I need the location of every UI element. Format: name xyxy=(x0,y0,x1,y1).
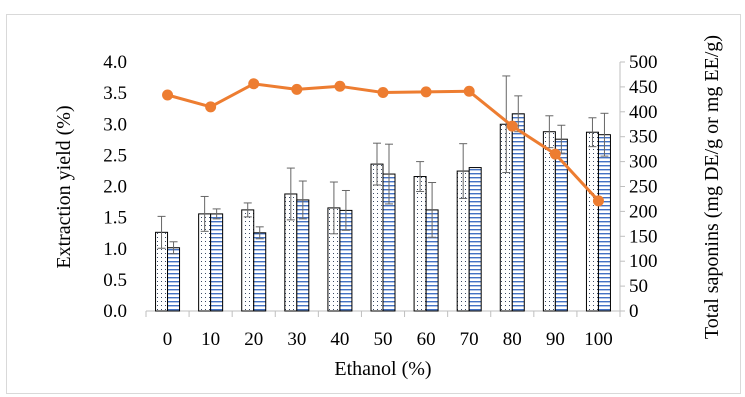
saponin-point xyxy=(162,89,174,101)
y-tick-right: 350 xyxy=(629,127,658,148)
x-tick-label: 40 xyxy=(330,329,349,350)
saponin-line xyxy=(162,78,604,207)
bar-series-1 xyxy=(413,176,427,312)
saponin-point xyxy=(377,87,389,99)
y-axis-title-left: Extraction yield (%) xyxy=(53,105,75,268)
x-tick-label: 80 xyxy=(503,329,522,350)
y-tick-left: 3.0 xyxy=(103,114,127,135)
x-tick-label: 20 xyxy=(244,329,263,350)
x-tick-label: 0 xyxy=(163,329,173,350)
bar-series-1 xyxy=(370,163,384,312)
saponin-point xyxy=(506,120,518,132)
bars xyxy=(155,75,611,312)
y-tick-left: 1.0 xyxy=(103,239,127,260)
bar-series-2 xyxy=(511,113,525,312)
bar-series-2 xyxy=(597,134,611,312)
y-tick-right: 50 xyxy=(629,276,648,297)
y-tick-right: 450 xyxy=(629,77,658,98)
chart-frame xyxy=(6,14,741,394)
y-tick-right: 250 xyxy=(629,177,658,198)
x-tick-label: 100 xyxy=(584,329,613,350)
labels: Ethanol (%) Extraction yield (%) Total s… xyxy=(53,35,723,380)
y-tick-left: 2.5 xyxy=(103,145,127,166)
saponin-point xyxy=(248,78,260,90)
y-tick-left: 0.5 xyxy=(103,270,127,291)
y-tick-left: 1.5 xyxy=(103,208,127,229)
y-tick-right: 500 xyxy=(629,52,658,73)
y-tick-right: 200 xyxy=(629,201,658,222)
x-tick-label: 30 xyxy=(287,329,306,350)
x-tick-label: 60 xyxy=(417,329,436,350)
saponin-point xyxy=(549,148,561,160)
y-tick-right: 400 xyxy=(629,102,658,123)
x-tick-label: 90 xyxy=(546,329,565,350)
x-tick-label: 10 xyxy=(201,329,220,350)
x-tick-label: 70 xyxy=(460,329,479,350)
x-axis-title: Ethanol (%) xyxy=(334,358,431,380)
y-tick-left: 3.5 xyxy=(103,83,127,104)
y-tick-left: 2.0 xyxy=(103,177,127,198)
y-tick-left: 0.0 xyxy=(103,301,127,322)
bar-series-2 xyxy=(253,232,267,312)
saponin-point xyxy=(205,101,217,113)
x-tick-label: 50 xyxy=(374,329,393,350)
saponin-point xyxy=(334,80,346,92)
saponin-point xyxy=(291,83,303,95)
bar-series-2 xyxy=(210,213,224,312)
axes: 0.00.51.01.52.02.53.03.54.00501001502002… xyxy=(103,52,657,350)
y-tick-right: 300 xyxy=(629,152,658,173)
bar-series-2 xyxy=(468,167,482,312)
y-tick-right: 100 xyxy=(629,251,658,272)
saponin-point xyxy=(420,86,432,98)
saponin-point xyxy=(592,195,604,207)
y-axis-title-right: Total saponins (mg DE/g or mg EE/g) xyxy=(701,35,723,339)
bar-series-2 xyxy=(167,247,181,312)
y-tick-left: 4.0 xyxy=(103,52,127,73)
bar-series-1 xyxy=(241,209,255,312)
y-tick-right: 150 xyxy=(629,226,658,247)
y-tick-right: 0 xyxy=(629,301,639,322)
saponin-point xyxy=(463,85,475,97)
bar-series-1 xyxy=(585,131,599,312)
